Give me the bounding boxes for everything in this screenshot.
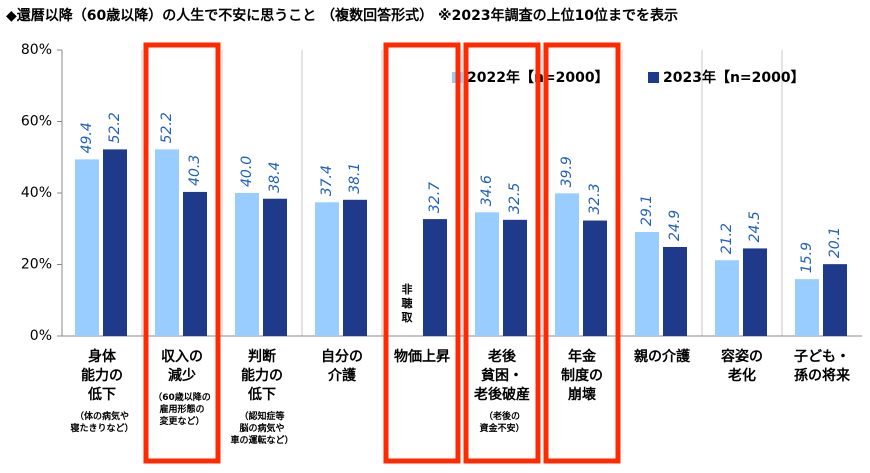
bar <box>263 198 287 336</box>
value-label: 52.2 <box>159 112 175 143</box>
y-tick-label: 80% <box>21 42 52 58</box>
value-label: 20.1 <box>827 227 843 258</box>
category-note: （体の病気や寝たきりなど） <box>70 410 133 434</box>
bar <box>155 149 179 336</box>
category-note: （60歳以降の雇用形態の変更など） <box>153 391 211 427</box>
y-tick-label: 20% <box>21 257 52 273</box>
value-label: 32.7 <box>427 182 443 213</box>
y-tick-label: 40% <box>21 185 52 201</box>
x-tick-label: 子ども・孫の将来 <box>794 349 851 384</box>
highlight-box <box>143 42 221 464</box>
value-label: 49.4 <box>79 122 95 153</box>
value-label: 40.3 <box>187 155 203 186</box>
value-label: 38.1 <box>347 163 363 194</box>
x-tick-label: 老後貧困・老後破産 <box>474 348 530 403</box>
value-label: 34.6 <box>479 175 495 206</box>
value-label: 24.5 <box>747 211 763 242</box>
bar <box>635 231 659 336</box>
value-label: 21.2 <box>719 223 735 254</box>
bar <box>663 246 687 336</box>
x-tick-label: 自分の介護 <box>321 348 363 384</box>
missing-label: 非聴取 <box>402 282 413 324</box>
bar <box>743 248 767 336</box>
x-tick-label: 物価上昇 <box>394 348 450 365</box>
bar <box>475 212 499 336</box>
highlight-box <box>383 42 461 464</box>
bar <box>503 219 527 336</box>
chart-title: ◆還暦以降（60歳以降）の人生で不安に思うこと （複数回答形式） ※2023年調… <box>6 7 678 24</box>
x-tick-label: 収入の減少 <box>161 348 203 384</box>
x-tick-label: 判断能力の低下 <box>241 348 283 403</box>
bar <box>795 279 819 336</box>
highlight-box <box>543 42 621 464</box>
x-tick-label: 年金制度の崩壊 <box>561 348 603 403</box>
value-label: 38.4 <box>267 162 283 193</box>
bar <box>183 191 207 336</box>
value-label: 39.9 <box>559 156 575 187</box>
bar <box>343 199 367 336</box>
x-tick-label: 容姿の老化 <box>720 348 763 384</box>
value-label: 24.9 <box>667 210 683 241</box>
y-tick-label: 0% <box>30 328 52 344</box>
highlight-box <box>463 42 541 464</box>
bar <box>583 220 607 336</box>
legend-label: 2023年【n=2000】 <box>663 69 805 86</box>
bar <box>315 202 339 336</box>
bar <box>715 260 739 336</box>
category-note: （老後の資金不安） <box>479 410 524 434</box>
value-label: 15.9 <box>799 242 815 273</box>
x-tick-label: 親の介護 <box>634 348 691 365</box>
value-label: 32.3 <box>587 183 603 214</box>
bar <box>103 149 127 336</box>
bar <box>823 264 847 336</box>
y-tick-label: 60% <box>21 114 52 130</box>
bar <box>555 193 579 336</box>
legend-swatch <box>648 72 659 83</box>
value-label: 40.0 <box>239 156 255 187</box>
bar <box>423 219 447 336</box>
value-label: 52.2 <box>107 112 123 143</box>
category-note: （認知症等脳の病気や車の運転など） <box>230 410 293 446</box>
bar <box>235 193 259 336</box>
bar <box>75 159 99 336</box>
value-label: 29.1 <box>639 195 655 226</box>
value-label: 32.5 <box>507 183 523 214</box>
x-tick-label: 身体能力の低下 <box>81 348 123 403</box>
value-label: 37.4 <box>319 165 335 196</box>
